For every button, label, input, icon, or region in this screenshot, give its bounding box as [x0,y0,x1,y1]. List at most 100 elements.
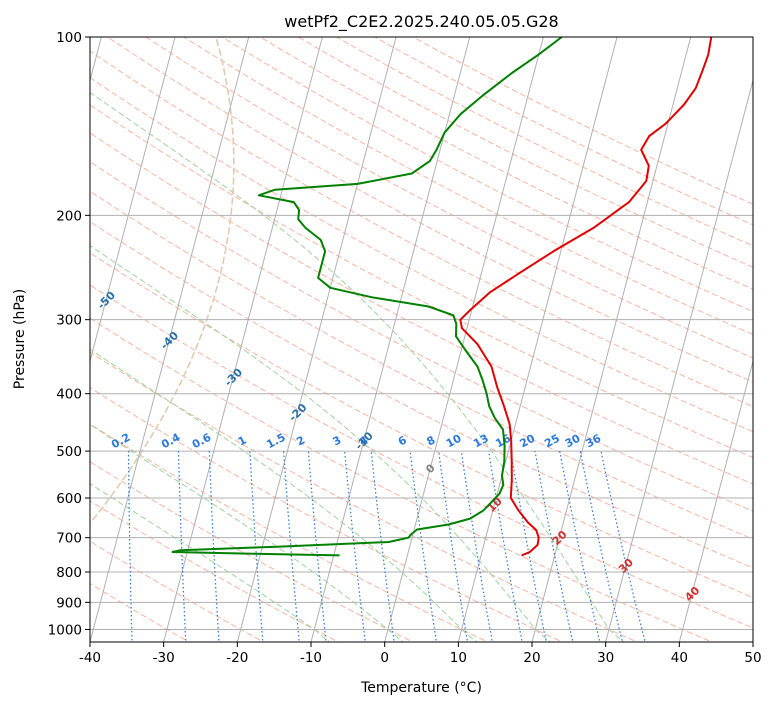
mixing-ratio-line [438,451,469,642]
mixing-ratio-label: 30 [563,432,583,451]
dry-adiabat [90,132,753,485]
dry-adiabat [90,284,753,629]
mixing-ratio-line [344,451,366,642]
y-tick-label: 700 [56,531,82,547]
dry-adiabat [335,37,753,247]
dry-adiabat [90,190,753,540]
mixing-ratio-line [559,450,601,642]
mixing-ratio-line [488,451,523,642]
x-tick-label: 40 [671,650,688,666]
mixing-ratio-line [579,450,624,642]
isotherm-line [384,37,544,642]
moist-adiabat [90,91,625,642]
y-tick-label: 400 [56,387,82,403]
y-tick-label: 600 [56,491,82,507]
dry-adiabat [90,351,639,642]
x-tick-label: 0 [380,650,389,666]
mixing-ratio-line [510,451,547,642]
plot-frame [89,36,754,643]
dry-adiabat [182,37,753,336]
dry-adiabat [90,461,415,642]
isotherm-line [90,37,250,642]
mixing-ratio-label: 3 [331,433,344,448]
dry-adiabat [411,37,753,205]
x-tick-label: 10 [450,650,467,666]
mixing-ratio-line [409,451,438,642]
mixing-ratio-line [307,451,327,642]
y-tick-label: 1000 [48,622,82,638]
mixing-ratio-label: 10 [444,432,464,451]
mixing-ratio-label: 0.6 [190,431,214,452]
upper-isotherm-label: 0 [423,461,438,476]
isotherm-label: -60 [33,242,56,265]
moist-adiabat [90,245,552,642]
x-tick-label: -30 [153,650,175,666]
x-tick-label: 50 [744,650,761,666]
y-tick-label: 800 [56,565,82,581]
x-axis: -40 -30 -20 -10 0 10 20 30 40 50 [79,642,762,666]
isotherm-line [163,37,323,642]
dry-adiabat [259,37,753,290]
mixing-ratio-label: 20 [518,432,538,451]
y-tick-label: 300 [56,313,82,329]
plot-area: 0.10.20.40.611.52346810131620253036-100-… [0,24,753,645]
upper-isotherm-label: 30 [616,556,636,576]
upper-isotherm-label: 40 [682,584,702,604]
mixing-ratio-line [208,451,220,642]
dry-adiabat [90,423,489,642]
mixing-ratio-label: 2 [294,433,307,448]
isotherm-label: -50 [95,289,118,312]
mixing-ratio-line [127,451,133,642]
boundary-curve [0,24,13,645]
y-tick-label: 900 [56,595,82,611]
x-tick-label: -10 [300,650,322,666]
upper-isotherm-label: 20 [550,528,570,548]
boundary-curve [90,37,235,525]
x-tick-label: 30 [597,650,614,666]
dry-adiabat [373,37,753,226]
x-axis-label: Temperature (°C) [360,680,482,696]
moist-adiabat [90,348,478,642]
mixing-ratio-line [81,451,82,644]
mixing-ratio-line [177,451,187,642]
mixing-ratio-line [370,451,395,642]
dry-adiabat [221,37,753,313]
isotherm-line [531,37,692,642]
moist-adiabat [90,423,404,642]
chart-title: wetPf2_C2E2.2025.240.05.05.G28 [284,12,558,32]
mixing-ratio-label: 25 [542,432,562,451]
x-tick-label: -40 [79,650,101,666]
mixing-ratio-label: 6 [396,433,409,448]
dry-adiabat [90,221,753,569]
mixing-ratio-line [534,450,574,642]
isotherm-line [605,78,753,642]
mixing-ratio-label: 8 [425,433,438,448]
isotherm-line [457,37,618,642]
dry-adiabat [90,582,190,642]
y-tick-label: 100 [56,30,82,46]
mixing-ratio-label: 0.2 [109,431,132,452]
dewpoint-line [171,37,563,557]
isotherm-line [90,37,176,364]
isotherm-line [310,37,471,642]
isotherm-label: -30 [222,366,245,389]
isotherm-label: -40 [158,329,181,352]
temperature-line [459,37,713,557]
y-axis: 100 200 300 400 500 600 700 800 900 1000 [48,30,90,638]
mixing-ratio-label: 13 [471,432,491,451]
mixing-ratio-label: 0.4 [159,431,183,452]
dry-adiabat [90,104,753,459]
dry-adiabat [90,252,753,599]
dry-adiabat [144,37,753,359]
dry-adiabat [90,77,753,433]
mixing-ratio-line [460,451,493,642]
mixing-ratio-line [283,451,300,642]
dry-adiabat [90,161,753,512]
x-tick-label: -20 [226,650,248,666]
dry-adiabat [90,50,753,408]
mixing-ratio-label: 36 [584,432,604,451]
isotherm-line [678,359,753,642]
x-tick-label: 20 [523,650,540,666]
mixing-ratio-line [600,450,646,642]
